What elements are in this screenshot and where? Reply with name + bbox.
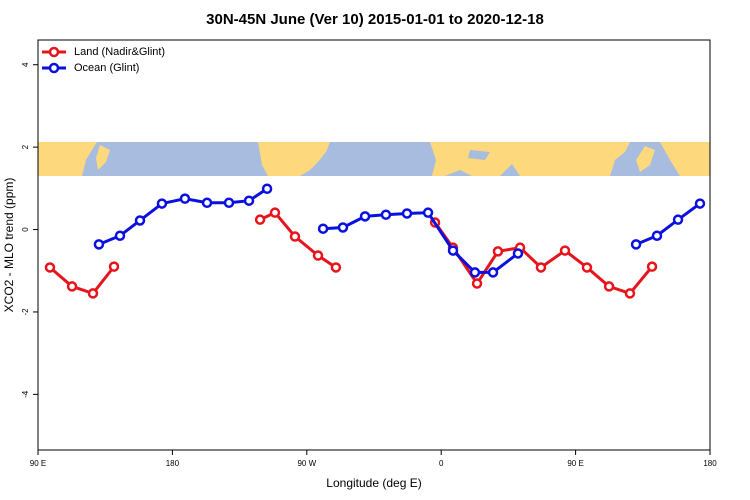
- point: [201, 197, 213, 209]
- point: [422, 207, 434, 218]
- legend-label: Land (Nadir&Glint): [74, 46, 165, 58]
- legend-marker: [48, 46, 60, 58]
- y-tick-label: -4: [21, 390, 30, 398]
- point: [337, 222, 349, 233]
- point: [581, 262, 593, 273]
- point: [312, 250, 324, 261]
- point: [223, 197, 235, 209]
- point: [254, 214, 266, 225]
- y-tick-label: 0: [21, 227, 30, 232]
- point: [535, 262, 547, 273]
- point: [156, 198, 168, 209]
- point: [630, 239, 642, 250]
- point: [471, 278, 483, 289]
- legend-marker: [48, 62, 60, 74]
- point: [603, 281, 615, 292]
- point: [261, 183, 273, 195]
- point: [114, 230, 126, 241]
- point: [401, 208, 413, 219]
- chart-title: 30N-45N June (Ver 10) 2015-01-01 to 2020…: [206, 11, 544, 28]
- point: [469, 267, 481, 278]
- point: [66, 281, 78, 292]
- x-axis-label: Longitude (deg E): [326, 476, 421, 490]
- x-tick-label: 0: [439, 459, 444, 468]
- point: [512, 248, 524, 259]
- x-tick-label: 180: [703, 459, 717, 468]
- point: [672, 214, 684, 225]
- point: [330, 262, 342, 273]
- point: [447, 245, 459, 256]
- point: [487, 267, 499, 278]
- point: [243, 195, 255, 206]
- point: [289, 231, 301, 242]
- y-tick-label: 2: [21, 144, 30, 149]
- point: [646, 261, 658, 272]
- x-tick-label: 90 E: [567, 459, 583, 468]
- point: [380, 209, 392, 220]
- point: [317, 223, 329, 234]
- point: [134, 215, 146, 226]
- y-axis-label: XCO2 - MLO trend (ppm): [2, 178, 16, 313]
- map-strip: [38, 142, 710, 176]
- point: [651, 230, 663, 241]
- y-tick-label: -2: [21, 308, 30, 316]
- x-tick-label: 90 E: [30, 459, 46, 468]
- point: [694, 198, 706, 209]
- point: [559, 245, 571, 256]
- point: [93, 239, 105, 250]
- x-tick-label: 180: [166, 459, 180, 468]
- point: [179, 193, 191, 204]
- point: [359, 211, 371, 222]
- x-tick-label: 90 W: [297, 459, 316, 468]
- plot-frame: [37, 39, 711, 451]
- point: [108, 261, 120, 272]
- point: [624, 288, 636, 299]
- point: [44, 262, 56, 273]
- point: [87, 288, 99, 299]
- point: [492, 246, 504, 257]
- legend-label: Ocean (Glint): [74, 62, 139, 74]
- point: [269, 207, 281, 218]
- y-tick-label: 4: [21, 62, 30, 67]
